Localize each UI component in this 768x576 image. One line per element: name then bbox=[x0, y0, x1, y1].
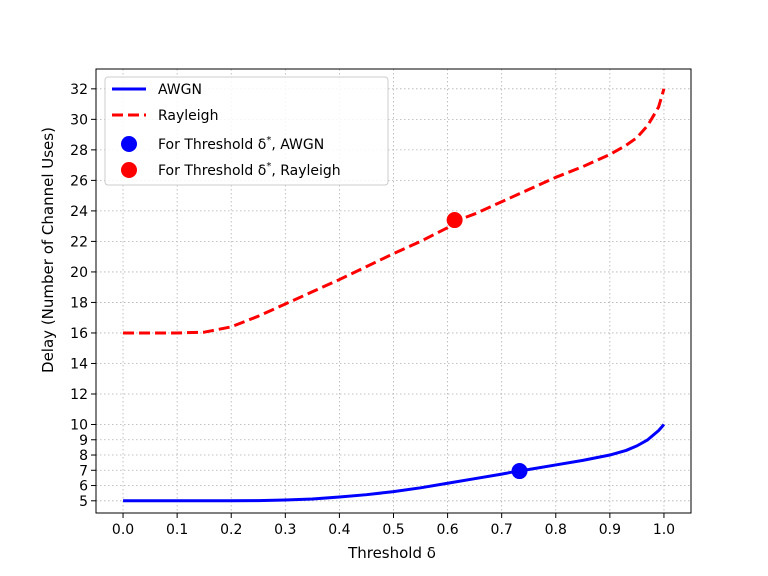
y-tick-label: 22 bbox=[70, 234, 88, 250]
y-tick-label: 16 bbox=[70, 326, 88, 342]
x-tick-label: 0.2 bbox=[220, 522, 242, 538]
y-tick-label: 12 bbox=[70, 387, 88, 403]
x-tick-label: 0.7 bbox=[491, 522, 513, 538]
legend-marker bbox=[121, 136, 137, 152]
legend-label-point: For Threshold δ*, Rayleigh bbox=[158, 161, 341, 179]
y-tick-label: 20 bbox=[70, 265, 88, 281]
x-tick-label: 0.5 bbox=[382, 522, 404, 538]
x-tick-label: 0.0 bbox=[112, 522, 134, 538]
y-tick-label: 7 bbox=[79, 463, 88, 479]
grid bbox=[96, 69, 691, 513]
x-axis: 0.0 0.1 0.2 0.3 0.4 0.5 0.6 0.7 0.8 0.9 1.0 bbox=[112, 513, 675, 538]
legend-label-point: For Threshold δ*, AWGN bbox=[158, 135, 324, 153]
y-tick-label: 26 bbox=[70, 173, 88, 189]
points-layer bbox=[446, 212, 528, 480]
x-tick-label: 0.3 bbox=[274, 522, 296, 538]
threshold-point-rayleigh bbox=[446, 212, 463, 229]
x-tick-label: 0.9 bbox=[599, 522, 621, 538]
legend-box bbox=[104, 76, 389, 186]
legend-label-awgn: AWGN bbox=[158, 82, 202, 98]
x-tick-label: 1.0 bbox=[653, 522, 675, 538]
y-tick-label: 5 bbox=[79, 494, 88, 510]
series-line-awgn bbox=[123, 423, 666, 503]
y-tick-label: 10 bbox=[70, 418, 88, 434]
x-tick-label: 0.1 bbox=[166, 522, 188, 538]
y-tick-label: 8 bbox=[79, 448, 88, 464]
y-tick-label: 6 bbox=[79, 479, 88, 495]
legend-label-rayleigh: Rayleigh bbox=[158, 108, 218, 124]
y-tick-label: 14 bbox=[70, 356, 88, 372]
legend-marker bbox=[121, 162, 137, 178]
y-tick-label: 18 bbox=[70, 295, 88, 311]
x-axis-label: Threshold δ bbox=[347, 544, 436, 562]
y-tick-label: 9 bbox=[79, 433, 88, 449]
y-tick-label: 32 bbox=[70, 82, 88, 98]
x-tick-label: 0.4 bbox=[328, 522, 350, 538]
y-axis-label: Delay (Number of Channel Uses) bbox=[39, 127, 57, 373]
y-tick-label: 30 bbox=[70, 112, 88, 128]
y-tick-label: 24 bbox=[70, 204, 88, 220]
x-tick-label: 0.8 bbox=[545, 522, 567, 538]
y-tick-label: 28 bbox=[70, 143, 88, 159]
legend: AWGN Rayleigh For Threshold δ*, AWGN For Th… bbox=[104, 76, 389, 186]
series-line-rayleigh bbox=[123, 88, 666, 335]
x-tick-label: 0.6 bbox=[436, 522, 458, 538]
series-layer bbox=[123, 88, 666, 503]
threshold-point-awgn bbox=[511, 463, 528, 480]
